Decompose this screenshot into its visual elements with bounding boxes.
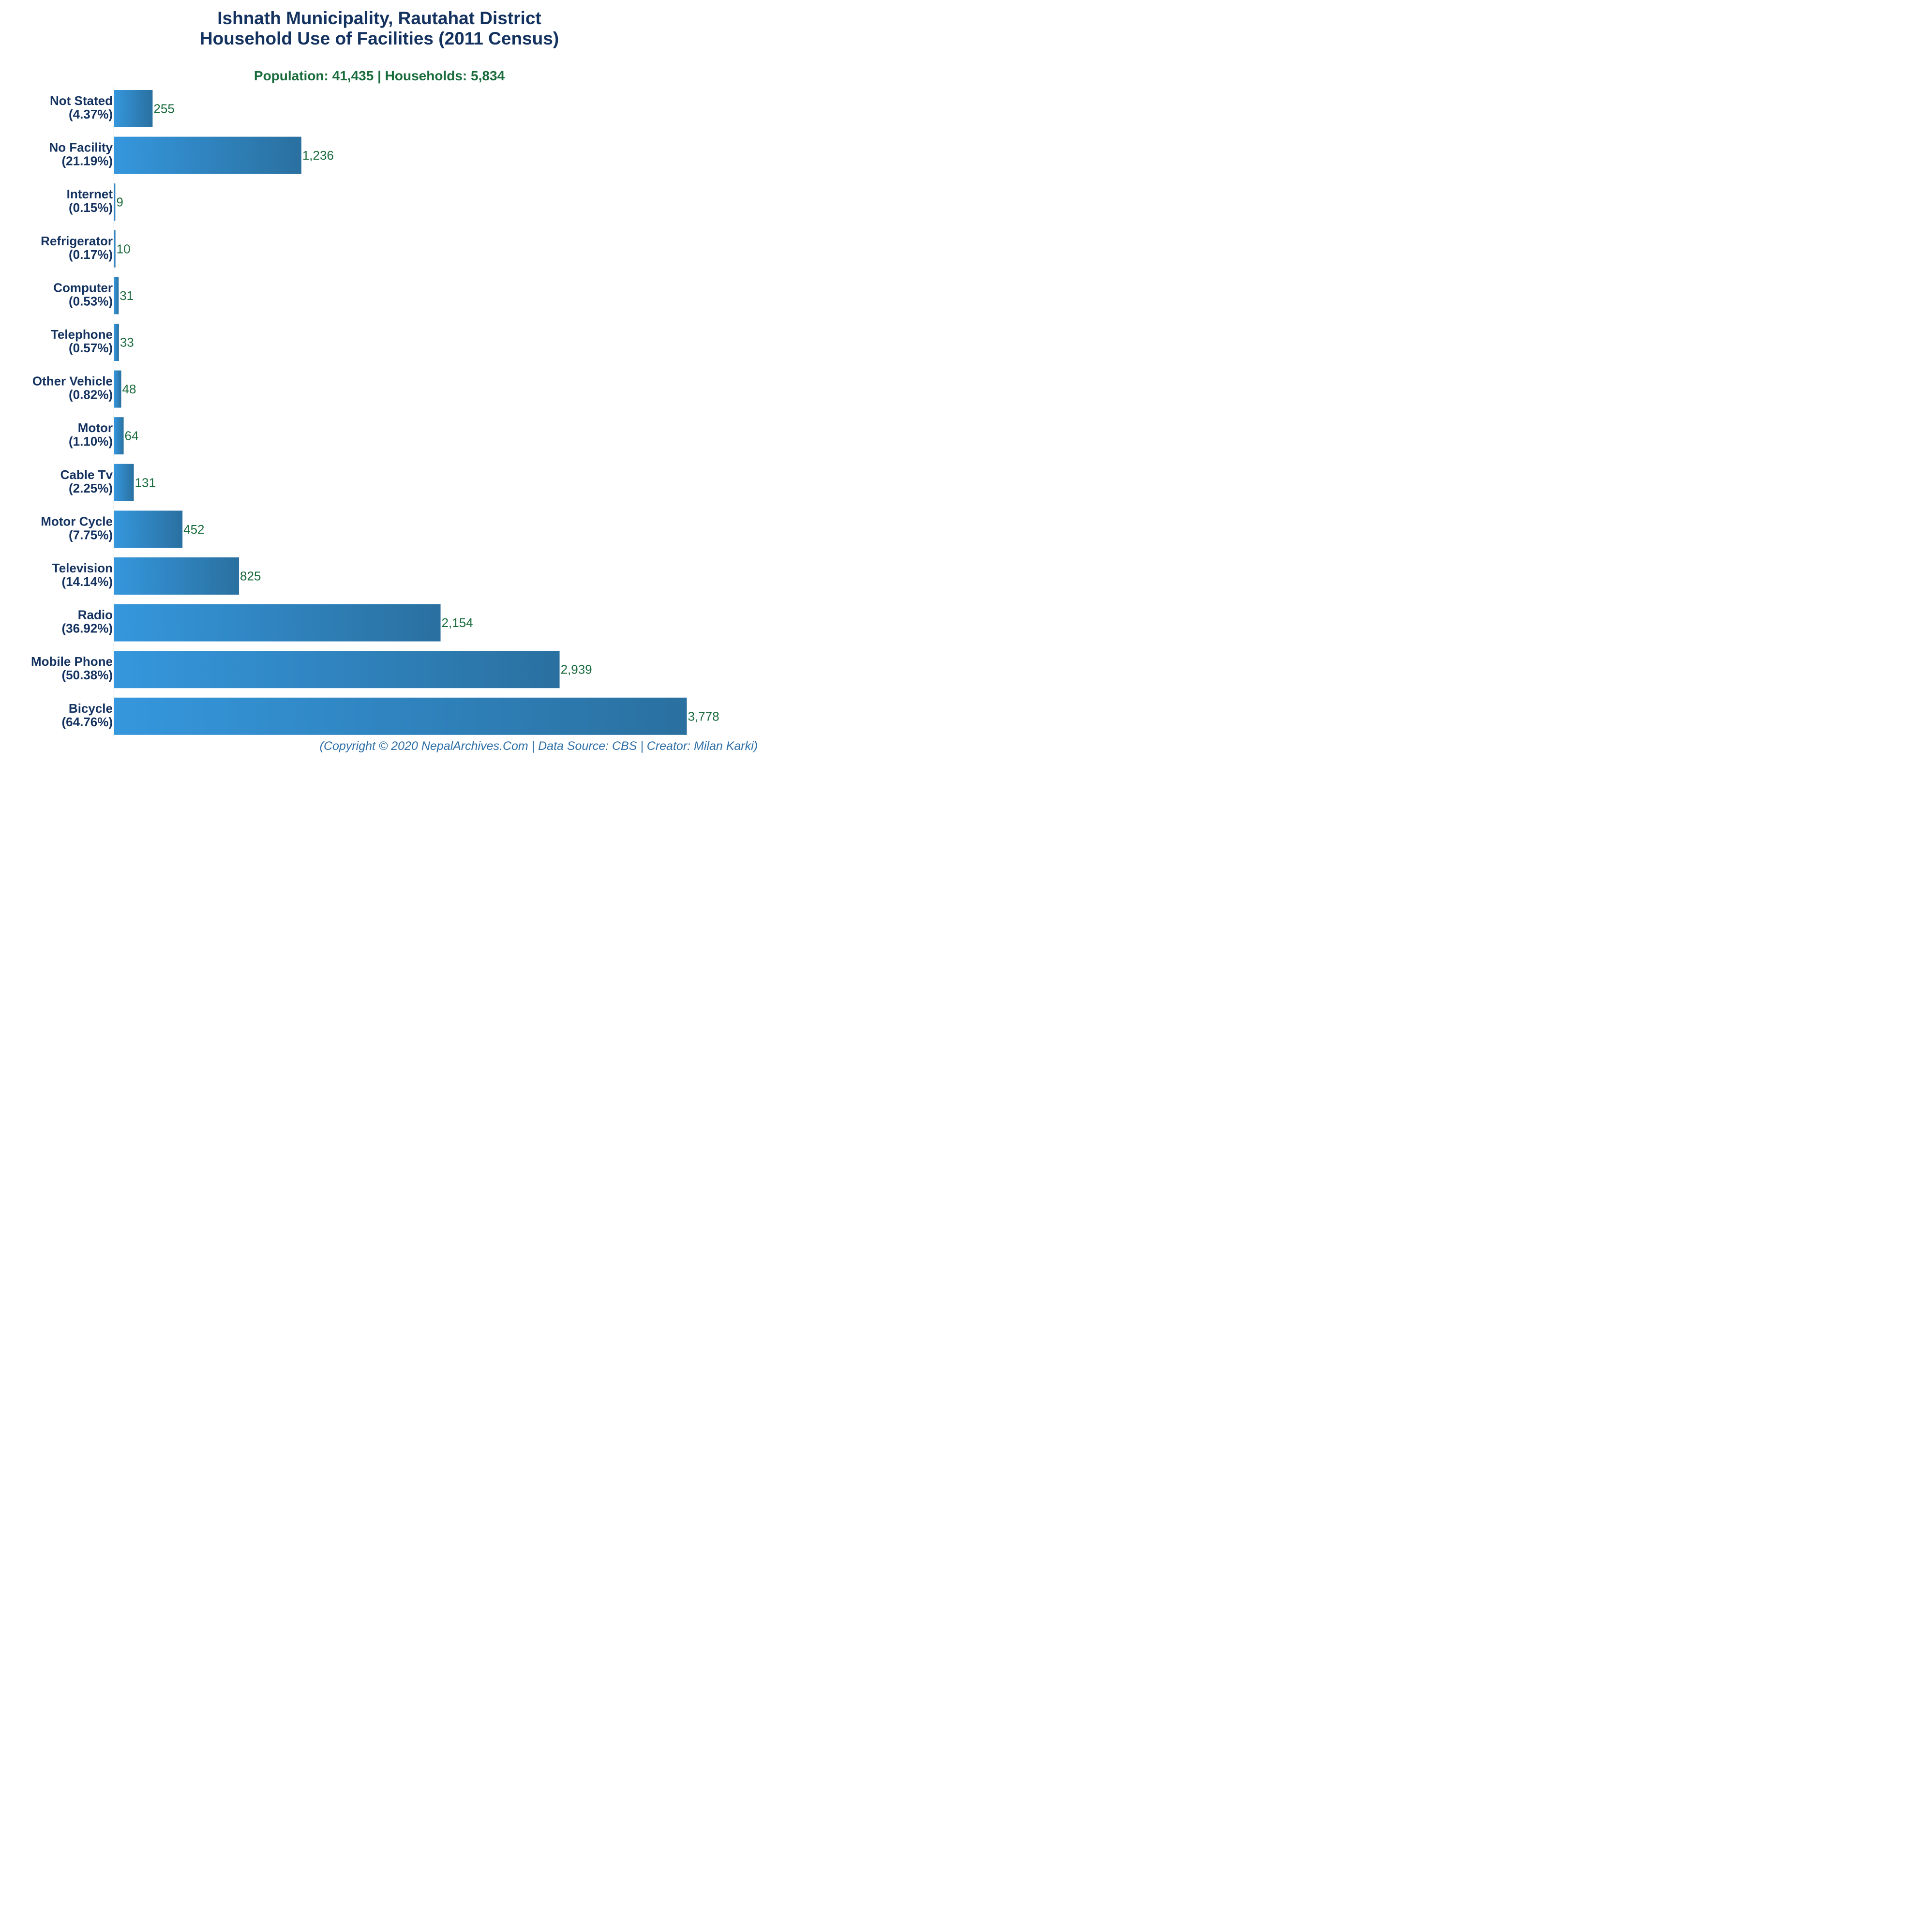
chart-svg: Ishnath Municipality, Rautahat District …	[31, 8, 758, 753]
bar-no-facility	[114, 136, 301, 174]
bars-group: 255 Not Stated(4.37%) 1,236 No Facility(21.…	[31, 90, 719, 735]
value-label-bicycle: 3,778	[688, 709, 719, 723]
footer-credit: (Copyright © 2020 NepalArchives.Com | Da…	[320, 739, 758, 753]
percent-label-motor-cycle: (7.75%)	[69, 527, 113, 542]
bar-mobile-phone	[114, 651, 560, 689]
bar-not-stated	[114, 90, 153, 127]
value-label-motor-cycle: 452	[183, 522, 204, 537]
category-label-no-facility: No Facility	[49, 140, 113, 155]
percent-label-television: (14.14%)	[62, 574, 113, 589]
category-label-computer: Computer	[53, 280, 113, 295]
percent-label-other-vehicle: (0.82%)	[69, 388, 113, 402]
chart: Ishnath Municipality, Rautahat District …	[0, 0, 759, 759]
category-label-television: Television	[52, 561, 113, 575]
chart-title-line1: Ishnath Municipality, Rautahat District	[217, 8, 541, 28]
bar-motor	[114, 417, 124, 455]
percent-label-cable-tv: (2.25%)	[69, 481, 113, 495]
bar-telephone	[114, 324, 119, 361]
percent-label-bicycle: (64.76%)	[62, 715, 113, 729]
chart-subtitle: Population: 41,435 | Households: 5,834	[254, 68, 505, 83]
percent-label-mobile-phone: (50.38%)	[62, 668, 113, 682]
value-label-mobile-phone: 2,939	[561, 662, 592, 677]
category-label-not-stated: Not Stated	[50, 93, 113, 108]
percent-label-internet: (0.15%)	[69, 200, 113, 215]
category-label-mobile-phone: Mobile Phone	[31, 654, 113, 669]
bar-cable-tv	[114, 464, 134, 501]
percent-label-motor: (1.10%)	[69, 434, 113, 449]
percent-label-radio: (36.92%)	[62, 621, 113, 636]
bar-bicycle	[114, 697, 687, 735]
percent-label-telephone: (0.57%)	[69, 341, 113, 355]
value-label-motor: 64	[125, 429, 139, 443]
category-label-cable-tv: Cable Tv	[60, 467, 113, 482]
bar-motor-cycle	[114, 510, 183, 548]
value-label-other-vehicle: 48	[122, 382, 136, 396]
category-label-bicycle: Bicycle	[69, 701, 113, 716]
value-label-telephone: 33	[120, 335, 134, 350]
value-label-no-facility: 1,236	[302, 148, 334, 163]
category-label-motor: Motor	[78, 420, 113, 435]
category-label-radio: Radio	[78, 608, 113, 622]
bar-internet	[114, 183, 116, 221]
value-label-internet: 9	[116, 195, 123, 210]
category-label-other-vehicle: Other Vehicle	[32, 374, 113, 389]
category-label-refrigerator: Refrigerator	[41, 234, 113, 248]
bar-refrigerator	[114, 230, 116, 268]
bar-radio	[114, 604, 441, 642]
bar-other-vehicle	[114, 370, 121, 408]
percent-label-refrigerator: (0.17%)	[69, 247, 113, 262]
chart-title-line2: Household Use of Facilities (2011 Census…	[200, 29, 559, 48]
value-label-computer: 31	[120, 288, 134, 303]
category-label-telephone: Telephone	[51, 327, 113, 342]
bar-computer	[114, 277, 119, 315]
value-label-television: 825	[240, 569, 261, 584]
value-label-refrigerator: 10	[117, 241, 131, 256]
percent-label-not-stated: (4.37%)	[69, 107, 113, 121]
category-label-motor-cycle: Motor Cycle	[41, 514, 113, 528]
percent-label-computer: (0.53%)	[69, 294, 113, 308]
value-label-not-stated: 255	[153, 102, 174, 116]
percent-label-no-facility: (21.19%)	[62, 154, 113, 168]
value-label-radio: 2,154	[442, 615, 473, 630]
bar-television	[114, 557, 240, 595]
value-label-cable-tv: 131	[135, 475, 156, 490]
category-label-internet: Internet	[67, 187, 113, 201]
